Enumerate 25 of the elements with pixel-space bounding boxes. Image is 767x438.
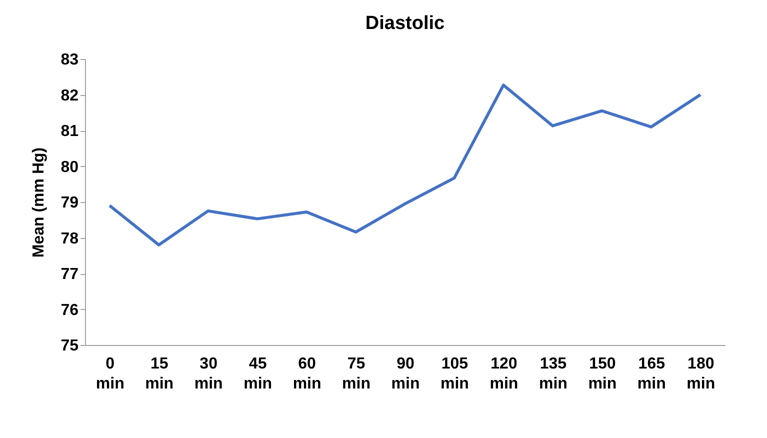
x-tick-label: 45 min: [244, 356, 272, 392]
y-tick-label: 75: [60, 338, 79, 354]
x-tick-label: 60 min: [292, 356, 322, 392]
y-tick-label: 76: [60, 302, 79, 319]
y-tick-label: 77: [60, 266, 79, 283]
y-tick-label: 80: [60, 158, 79, 176]
x-tick-label: 150 min: [588, 356, 617, 392]
y-tick-label: 82: [60, 87, 79, 104]
x-tick-label: 180 min: [686, 356, 716, 392]
x-tick-label: 30 min: [194, 356, 223, 392]
x-tick-label: 135 min: [538, 356, 568, 392]
x-tick-label: 105 min: [440, 356, 469, 392]
x-tick-label: 90 min: [391, 356, 420, 392]
y-tick-label: 83: [60, 52, 79, 68]
y-tick-label: 78: [60, 230, 79, 248]
x-tick-label: 15 min: [145, 356, 174, 392]
x-tick-label: 165 min: [637, 356, 666, 392]
x-tick-label: 75 min: [342, 356, 370, 392]
y-tick-label: 81: [60, 123, 79, 140]
y-tick-label: 79: [60, 194, 79, 212]
x-tick-label: 120 min: [490, 356, 518, 392]
chart-title: Diastolic: [365, 13, 446, 34]
line-series: [108, 84, 702, 246]
y-axis-title: Mean (mm Hg): [30, 147, 48, 258]
x-tick-label: 0 min: [96, 356, 124, 392]
